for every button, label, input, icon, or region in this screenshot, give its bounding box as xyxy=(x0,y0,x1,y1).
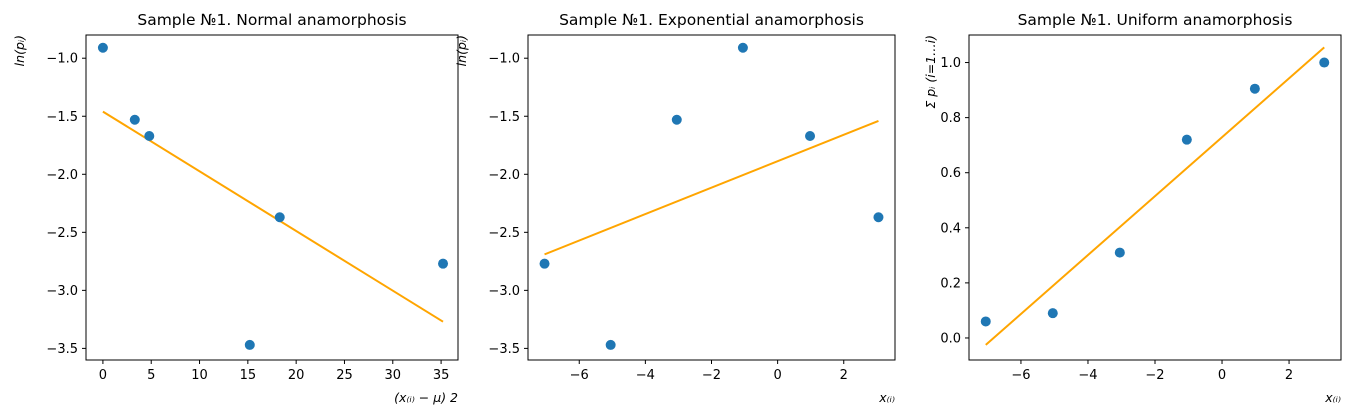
y-axis-label: ln(pᵢ) xyxy=(12,35,27,66)
y-tick-label: −3.5 xyxy=(46,342,78,357)
y-tick-label: −3.0 xyxy=(488,284,520,299)
data-point xyxy=(671,114,682,125)
panel-exponential-anamorphosis: Sample №1. Exponential anamorphosis −6 −4 −… xyxy=(454,11,896,405)
fit-line xyxy=(985,46,1325,346)
x-tick-label: 10 xyxy=(191,368,208,383)
data-point xyxy=(144,130,155,141)
panel-uniform-anamorphosis: Sample №1. Uniform anamorphosis −6 −4 −2 0 2 0… xyxy=(923,11,1342,405)
data-point xyxy=(1114,247,1125,258)
x-tick-label: 15 xyxy=(240,368,257,383)
y-tick-label: −1.5 xyxy=(488,110,520,125)
data-point xyxy=(605,339,616,350)
x-tick-label: 2 xyxy=(1285,368,1293,383)
fit-line xyxy=(544,119,879,256)
data-point xyxy=(438,258,449,269)
y-tick-label: 0.0 xyxy=(940,331,961,346)
x-axis-label: x₍ᵢ₎ xyxy=(878,390,895,405)
chart-title: Sample №1. Uniform anamorphosis xyxy=(1018,11,1293,29)
y-tick-label: −2.5 xyxy=(488,226,520,241)
data-point xyxy=(805,130,816,141)
fit-line xyxy=(102,110,444,323)
y-tick-label: 0.4 xyxy=(940,221,961,236)
y-tick-label: 0.2 xyxy=(940,276,961,291)
x-tick-label: 35 xyxy=(433,368,450,383)
y-tick-label: −3.5 xyxy=(488,342,520,357)
x-tick-label: 0 xyxy=(99,368,107,383)
y-tick-label: 0.6 xyxy=(940,166,961,181)
x-tick-label: −6 xyxy=(570,368,589,383)
y-tick-label: −1.0 xyxy=(488,52,520,67)
x-axis-label: x₍ᵢ₎ xyxy=(1324,390,1341,405)
y-axis-label: Σ pᵢ (i=1…i) xyxy=(923,35,938,109)
y-tick-label: −1.0 xyxy=(46,52,78,67)
data-point xyxy=(274,212,285,223)
x-tick-label: 0 xyxy=(1218,368,1226,383)
data-point xyxy=(1319,57,1330,68)
data-point xyxy=(1181,134,1192,145)
data-point xyxy=(539,258,550,269)
y-tick-label: −3.0 xyxy=(46,284,78,299)
x-tick-label: −6 xyxy=(1011,368,1030,383)
y-tick-label: 1.0 xyxy=(940,56,961,71)
y-tick-label: −1.5 xyxy=(46,110,78,125)
y-axis-label: ln(pᵢ) xyxy=(454,35,469,66)
data-point xyxy=(980,316,991,327)
x-tick-label: 0 xyxy=(773,368,781,383)
chart-title: Sample №1. Normal anamorphosis xyxy=(137,11,406,29)
x-tick-label: −2 xyxy=(1145,368,1164,383)
x-tick-label: 30 xyxy=(385,368,402,383)
data-point xyxy=(737,42,748,53)
y-tick-label: −2.0 xyxy=(488,168,520,183)
x-tick-label: 25 xyxy=(336,368,353,383)
data-point xyxy=(1249,83,1260,94)
y-tick-label: −2.0 xyxy=(46,168,78,183)
data-point xyxy=(97,42,108,53)
x-tick-label: −2 xyxy=(702,368,721,383)
data-point xyxy=(873,212,884,223)
axes-frame xyxy=(527,34,896,361)
y-tick-label: 0.8 xyxy=(940,111,961,126)
x-tick-label: 20 xyxy=(288,368,305,383)
chart-title: Sample №1. Exponential anamorphosis xyxy=(559,11,864,29)
x-axis-label: (x₍ᵢ₎ − μ) 2 xyxy=(394,390,458,405)
data-point xyxy=(129,114,140,125)
x-tick-label: −4 xyxy=(636,368,655,383)
y-tick-label: −2.5 xyxy=(46,226,78,241)
data-point xyxy=(1047,308,1058,319)
axes-frame xyxy=(85,34,459,361)
x-tick-label: 2 xyxy=(840,368,848,383)
x-tick-label: 5 xyxy=(147,368,155,383)
x-tick-label: −4 xyxy=(1078,368,1097,383)
data-point xyxy=(244,339,255,350)
panel-normal-anamorphosis: Sample №1. Normal anamorphosis 0 5 10 15 20 25… xyxy=(12,11,459,405)
